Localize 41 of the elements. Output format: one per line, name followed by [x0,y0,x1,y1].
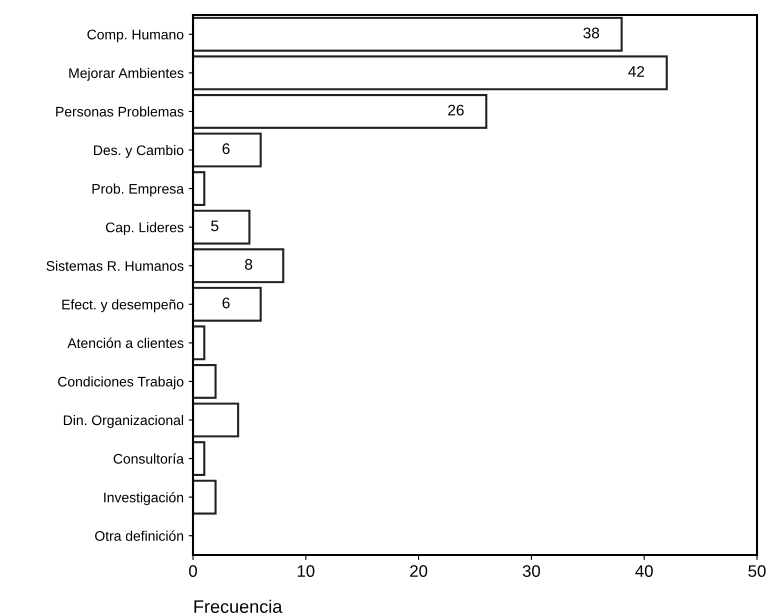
y-tick-label: Cap. Lideres [106,222,184,236]
data-label: 38 [583,28,600,38]
y-tick-label: Sistemas R. Humanos [46,260,184,271]
y-tick-label: Comp. Humano [87,30,184,42]
bar [193,132,262,168]
bar [193,171,206,206]
y-tick-label: Condiciones Trabajo [58,376,184,390]
x-tick-label: 10 [298,565,314,577]
bar [193,16,623,52]
y-tick-label: Consultoría [114,453,184,464]
x-tick-label: 40 [635,565,653,577]
x-tick-label: 50 [748,565,766,577]
y-tick-label: Prob. Empresa [92,184,184,196]
x-tick-label: 30 [522,565,540,577]
y-tick-label: Investigación [104,492,184,506]
data-label: 6 [222,143,230,154]
bar [193,55,668,90]
data-label: 8 [245,258,252,270]
y-tick-label: Des. y Cambio [94,144,184,158]
bar [193,441,206,476]
bar [193,94,488,129]
x-axis-title: Frecuencia [194,600,282,613]
bar [193,480,217,515]
y-tick-label: Mejorar Ambientes [69,68,184,81]
x-tick-label: 20 [410,565,428,577]
bar [193,210,250,245]
bar [193,325,206,360]
data-label: 26 [448,104,464,116]
bar [193,286,262,322]
x-tick-label: 0 [189,565,197,577]
y-tick-label: Atención a clientes [67,338,184,348]
y-tick-label: Personas Problemas [56,106,184,117]
data-label: 5 [211,220,218,232]
data-label: 42 [628,66,644,77]
bar [193,364,217,399]
bar [193,402,240,438]
y-tick-label: Otra definición [95,530,184,541]
y-tick-label: Efect. y desempeño [62,299,184,312]
data-label: 6 [222,298,230,308]
bar [193,248,284,284]
y-tick-label: Din. Organizacional [64,414,184,428]
